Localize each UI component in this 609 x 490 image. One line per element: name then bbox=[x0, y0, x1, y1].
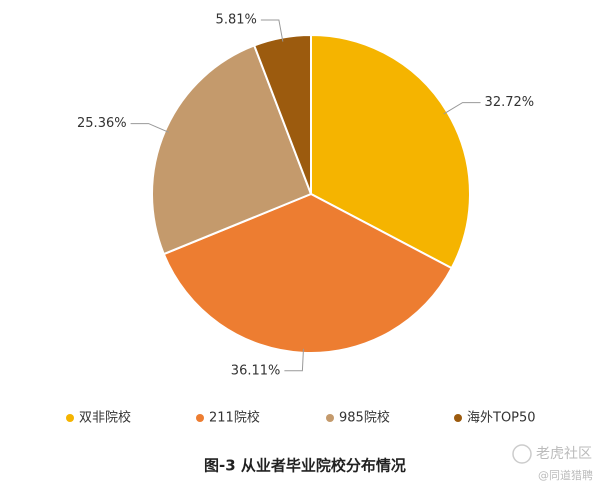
data-label: 32.72% bbox=[485, 95, 535, 110]
legend-label: 海外TOP50 bbox=[467, 411, 536, 426]
watermark-icon bbox=[512, 444, 532, 464]
leader-line bbox=[260, 19, 284, 42]
legend-marker bbox=[196, 414, 204, 422]
leader-line bbox=[284, 348, 304, 372]
legend-marker bbox=[454, 414, 462, 422]
leader-line bbox=[130, 123, 169, 133]
legend-marker bbox=[326, 414, 334, 422]
leader-line bbox=[443, 102, 481, 115]
legend-marker bbox=[66, 414, 74, 422]
legend-label: 211院校 bbox=[209, 410, 260, 426]
legend-label: 985院校 bbox=[339, 410, 390, 426]
data-label: 25.36% bbox=[77, 116, 127, 131]
legend-label: 双非院校 bbox=[79, 410, 131, 426]
watermark-brand: 老虎社区 bbox=[536, 446, 592, 462]
data-label: 5.81% bbox=[216, 12, 257, 27]
watermark-credit: @同道猎聘 bbox=[538, 468, 593, 482]
chart-title: 图-3 从业者毕业院校分布情况 bbox=[204, 457, 406, 475]
data-label: 36.11% bbox=[231, 363, 281, 378]
